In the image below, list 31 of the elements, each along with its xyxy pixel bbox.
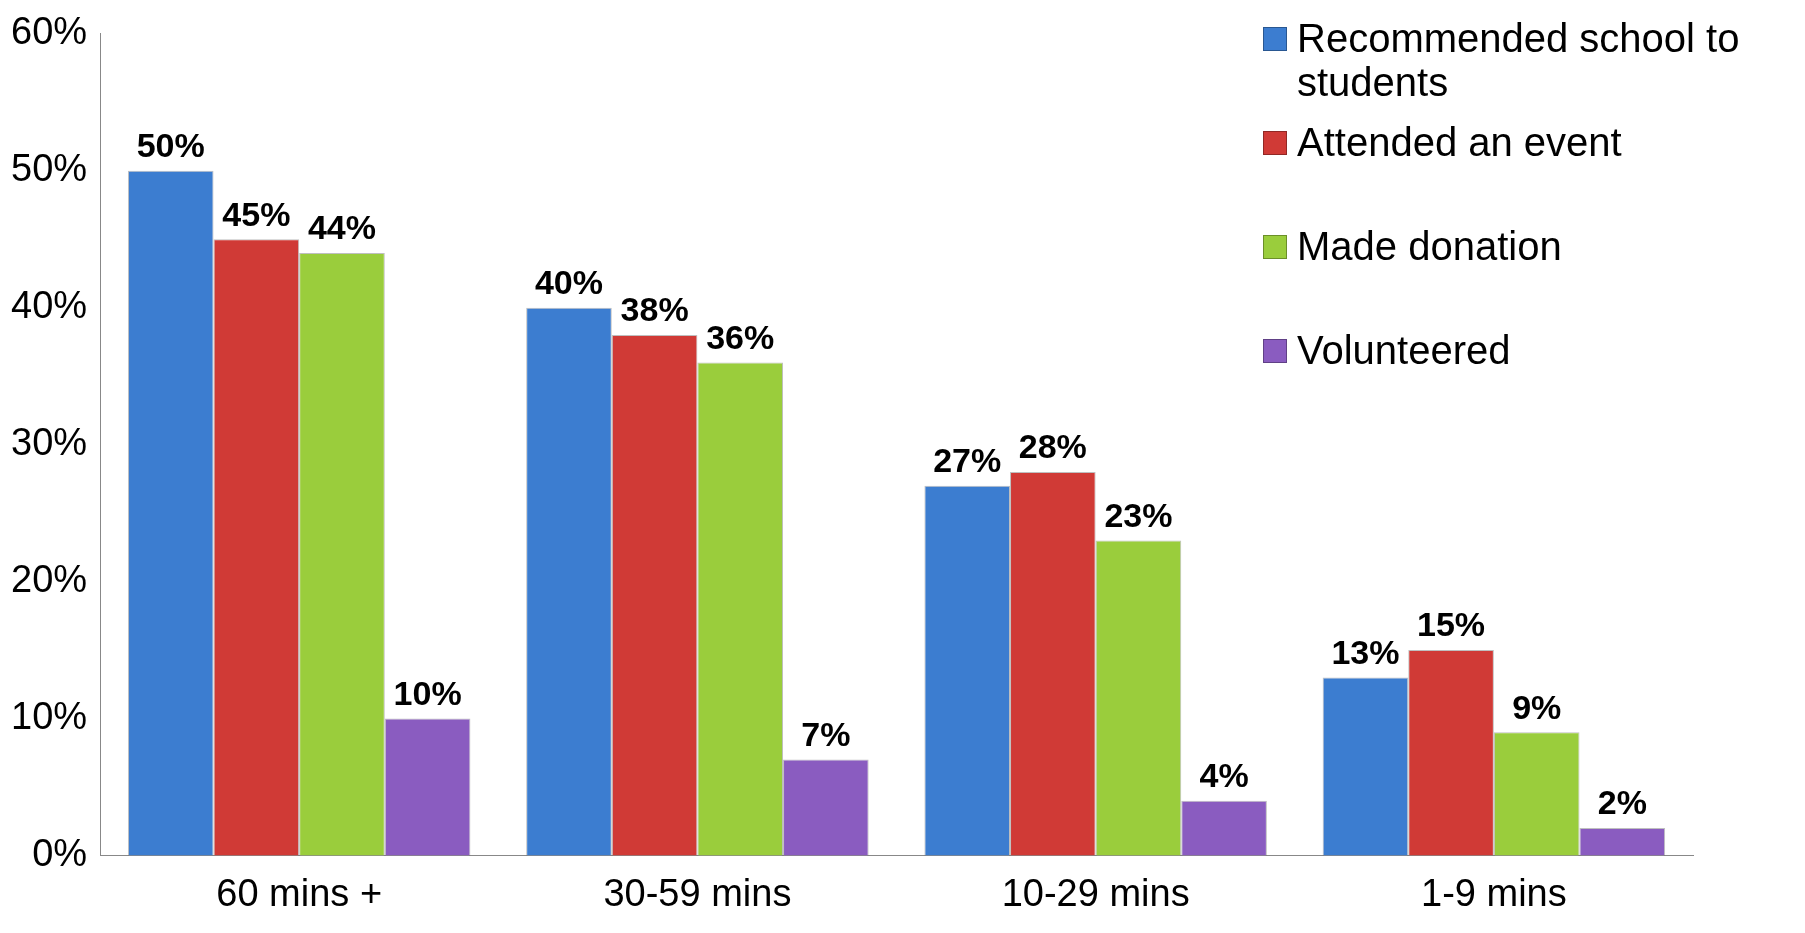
- data-label: 38%: [620, 290, 689, 329]
- legend-label: Made donation: [1297, 224, 1562, 268]
- y-tick-label: 0%: [32, 831, 88, 874]
- data-label: 50%: [136, 126, 205, 165]
- y-tick-label: 20%: [10, 558, 88, 601]
- data-label: 4%: [1199, 756, 1249, 794]
- y-tick-label: 40%: [10, 284, 88, 327]
- legend-label: Attended an event: [1297, 120, 1622, 164]
- x-tick-label: 10-29 mins: [1001, 871, 1190, 914]
- data-label: 36%: [706, 317, 775, 356]
- x-tick-label: 60 mins +: [216, 871, 383, 914]
- y-tick-label: 60%: [10, 10, 88, 53]
- y-tick-label: 50%: [10, 147, 88, 190]
- data-label: 13%: [1331, 632, 1400, 671]
- data-label: 27%: [933, 441, 1002, 480]
- data-label: 9%: [1512, 687, 1562, 726]
- legend-label: Volunteered: [1297, 328, 1511, 372]
- data-label: 44%: [307, 208, 377, 247]
- data-label: 23%: [1104, 495, 1173, 534]
- data-label: 28%: [1018, 427, 1087, 466]
- data-label: 40%: [534, 263, 604, 302]
- data-label: 45%: [222, 194, 291, 233]
- x-tick-label: 1-9 mins: [1421, 871, 1567, 914]
- legend-label: Recommended school to students: [1297, 16, 1741, 104]
- data-label: 2%: [1597, 783, 1647, 822]
- data-label: 7%: [801, 714, 851, 753]
- x-tick-label: 30-59 mins: [603, 871, 792, 914]
- data-label: 10%: [393, 673, 462, 712]
- y-tick-label: 10%: [10, 694, 88, 737]
- data-label: 15%: [1417, 605, 1486, 644]
- y-tick-label: 30%: [10, 421, 88, 464]
